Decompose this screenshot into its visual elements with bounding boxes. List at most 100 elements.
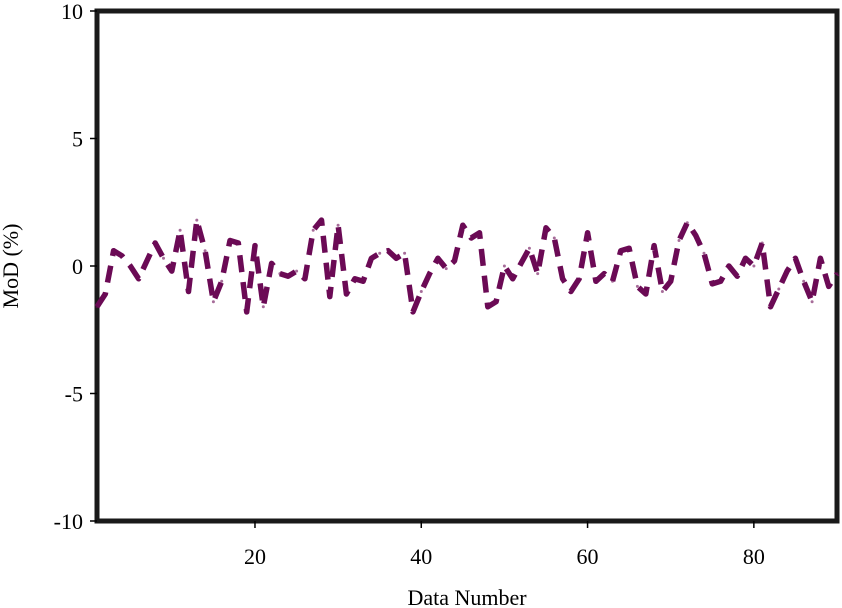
data-point <box>436 256 440 260</box>
data-point <box>369 256 373 260</box>
data-point <box>170 269 174 273</box>
data-point <box>278 272 282 276</box>
data-point <box>669 279 673 283</box>
data-point <box>353 277 357 281</box>
data-point <box>827 284 831 288</box>
data-point <box>203 249 207 253</box>
data-point <box>793 256 797 260</box>
data-point <box>519 261 523 265</box>
data-point <box>744 256 747 260</box>
data-point <box>818 256 822 260</box>
data-point <box>494 300 498 304</box>
data-point <box>453 259 456 263</box>
data-point <box>328 295 332 299</box>
x-axis-title: Data Number <box>407 585 527 608</box>
data-point <box>719 279 723 283</box>
data-point <box>145 259 149 263</box>
data-point <box>386 249 390 253</box>
y-tick-label: 5 <box>72 127 83 152</box>
data-point <box>95 305 99 309</box>
data-point <box>444 267 448 271</box>
data-point <box>162 256 165 260</box>
data-point <box>577 277 581 281</box>
data-point <box>153 241 157 245</box>
x-tick-label: 20 <box>244 544 266 569</box>
data-point <box>644 292 648 296</box>
data-point <box>270 261 274 265</box>
data-point <box>295 269 299 273</box>
data-point <box>228 239 232 242</box>
data-point <box>128 264 132 268</box>
data-point <box>627 246 631 250</box>
data-point <box>727 264 731 268</box>
data-point <box>253 244 257 248</box>
y-tick-label: 0 <box>72 254 83 279</box>
data-point <box>660 290 664 293</box>
plot-frame <box>94 8 840 524</box>
data-point <box>195 218 199 222</box>
data-point <box>785 269 789 273</box>
data-point <box>469 236 473 240</box>
data-point <box>403 251 407 255</box>
data-point <box>137 277 141 281</box>
data-point <box>103 292 107 296</box>
data-point <box>611 279 614 283</box>
data-point <box>261 305 265 309</box>
data-point <box>378 251 382 255</box>
data-point <box>802 279 806 283</box>
data-point <box>245 310 249 314</box>
data-point <box>552 236 556 240</box>
x-tick-label: 80 <box>743 544 765 569</box>
data-point <box>752 264 756 268</box>
data-point <box>361 279 365 283</box>
data-point <box>336 223 340 227</box>
data-point <box>710 282 714 286</box>
data-point <box>411 310 415 314</box>
data-point <box>694 233 698 237</box>
data-point <box>344 292 348 296</box>
data-point <box>236 241 240 245</box>
data-point <box>677 239 681 242</box>
y-tick-label: -10 <box>54 509 83 534</box>
data-point <box>652 244 656 248</box>
data-point <box>594 279 598 283</box>
x-tick-label: 40 <box>410 544 432 569</box>
data-point <box>478 231 481 235</box>
data-point <box>211 300 215 304</box>
data-point <box>769 305 772 309</box>
data-point <box>735 274 739 278</box>
x-axis: 20 40 60 80 <box>244 521 765 569</box>
data-point <box>760 241 764 245</box>
data-point <box>187 290 190 293</box>
data-point <box>486 305 490 309</box>
data-point <box>502 264 506 268</box>
data-point <box>461 223 465 227</box>
data-point <box>702 251 706 255</box>
data-point <box>835 272 839 276</box>
data-point <box>511 277 515 281</box>
data-point <box>112 249 116 253</box>
data-point <box>428 272 432 276</box>
data-point <box>311 228 315 232</box>
data-point <box>303 277 307 281</box>
data-point <box>569 290 573 293</box>
data-point <box>320 218 323 222</box>
data-point <box>586 231 590 235</box>
data-point <box>394 256 398 260</box>
y-axis-title: MoD (%) <box>0 224 23 309</box>
data-point <box>220 279 224 283</box>
y-tick-label: 10 <box>61 0 83 24</box>
data-point <box>561 277 565 281</box>
y-tick-label: -5 <box>65 382 83 407</box>
x-tick-label: 60 <box>577 544 599 569</box>
data-point <box>527 246 531 250</box>
data-point <box>419 290 423 293</box>
data-point <box>619 249 623 253</box>
y-axis: -10 -5 0 5 10 <box>54 0 97 534</box>
data-point <box>602 272 606 276</box>
data-point <box>810 300 814 304</box>
data-point <box>286 274 290 278</box>
series-layer <box>94 217 840 315</box>
data-point <box>544 226 548 230</box>
